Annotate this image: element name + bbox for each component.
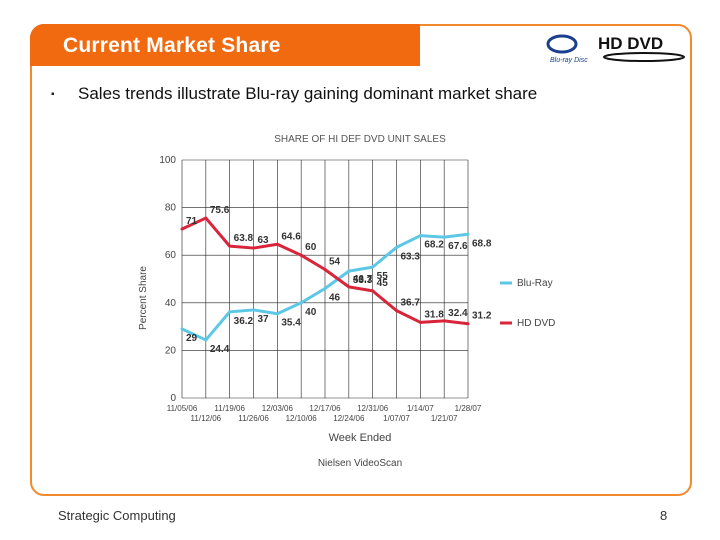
data-point [347, 269, 351, 273]
data-point [275, 312, 279, 316]
data-point [252, 308, 255, 312]
x-tick-label: 11/05/06 [167, 404, 198, 413]
data-point [204, 216, 208, 220]
data-label: 67.6 [448, 241, 468, 252]
data-label: 63.8 [234, 233, 254, 244]
data-point [323, 287, 327, 291]
data-label: 71 [186, 216, 198, 227]
y-axis-label: Percent Share [138, 266, 149, 330]
data-label: 60 [305, 242, 317, 253]
x-tick-label: 12/17/06 [309, 404, 341, 413]
legend-label: Blu-Ray [517, 278, 553, 289]
data-label: 75.6 [210, 205, 230, 216]
chart-series [180, 216, 470, 342]
data-label: 31.8 [424, 309, 444, 320]
legend-label: HD DVD [517, 318, 555, 329]
data-label: 46 [329, 293, 341, 304]
data-label: 31.2 [472, 311, 492, 322]
y-tick-label: 20 [165, 345, 177, 356]
data-label: 54 [329, 256, 341, 267]
x-tick-label: 11/26/06 [238, 414, 269, 423]
data-point [299, 301, 303, 305]
x-tick-label: 12/31/06 [357, 404, 389, 413]
x-tick-label: 12/03/06 [262, 404, 294, 413]
chart-source: Nielsen VideoScan [318, 458, 402, 469]
chart-title: SHARE OF HI DEF DVD UNIT SALES [274, 134, 446, 145]
y-tick-label: 40 [165, 298, 177, 309]
data-point [442, 319, 446, 323]
data-point [204, 338, 208, 342]
x-tick-label: 12/10/06 [286, 414, 318, 423]
data-point [252, 246, 255, 250]
data-label: 68.8 [472, 238, 492, 249]
data-point [466, 232, 470, 236]
data-point [442, 235, 446, 239]
data-point [418, 320, 422, 324]
data-label: 63 [258, 235, 270, 246]
chart-legend: Blu-Ray HD DVD [500, 278, 555, 329]
data-point [275, 242, 279, 246]
data-label: 68.2 [424, 240, 444, 251]
x-tick-label: 1/21/07 [431, 414, 458, 423]
x-tick-label: 1/28/07 [455, 404, 482, 413]
chart-grid [181, 159, 469, 399]
data-point [347, 285, 351, 289]
data-point [466, 322, 470, 326]
hddvd-logo: HD DVD [598, 34, 685, 62]
data-label: 45 [377, 278, 389, 289]
x-tick-label: 1/07/07 [383, 414, 410, 423]
x-tick-label: 11/12/06 [191, 414, 222, 423]
x-axis-label: Week Ended [329, 432, 392, 444]
y-tick-label: 80 [165, 203, 177, 214]
slide-title: Current Market Share [63, 34, 281, 57]
data-label: 37 [258, 314, 270, 325]
page-number: 8 [660, 508, 668, 523]
data-point [323, 267, 327, 271]
bullet-text: Sales trends illustrate Blu-ray gaining … [78, 84, 538, 103]
hddvd-logo-text: HD DVD [598, 34, 663, 53]
data-point [180, 327, 184, 331]
footer-label: Strategic Computing [58, 508, 176, 523]
x-tick-label: 12/24/06 [333, 414, 365, 423]
data-label: 36.7 [401, 298, 421, 309]
data-point [418, 234, 422, 238]
data-label: 63.3 [401, 251, 421, 262]
bluray-logo: Blu-ray Disc [546, 34, 588, 64]
data-label: 40 [305, 307, 317, 318]
data-label: 24.4 [210, 344, 230, 355]
data-point [228, 310, 232, 314]
title-bar [30, 24, 420, 66]
data-point [371, 289, 375, 293]
bullet-marker: ▪ [51, 89, 55, 100]
chart-axes: 0 20 40 60 80 100 11/05/0611/12/0611/19/0611/2… [159, 155, 482, 423]
data-label: 64.6 [281, 231, 301, 242]
data-label: 29 [186, 333, 198, 344]
y-tick-label: 100 [159, 155, 176, 166]
y-tick-label: 60 [165, 250, 177, 261]
data-point [395, 309, 398, 313]
bluray-hddvd-logo: Blu-ray Disc HD DVD [546, 34, 685, 64]
data-label: 53.3 [353, 275, 373, 286]
data-point [180, 227, 184, 231]
data-point [395, 245, 398, 249]
chart-data-labels: 29 24.4 36.2 37 35.4 40 46 53.3 55 63.368.2 67.6 68… [186, 205, 492, 355]
data-label: 32.4 [448, 308, 468, 319]
data-point [299, 253, 303, 257]
data-label: 35.4 [281, 318, 301, 329]
data-label: 46.7 [353, 274, 373, 285]
data-label: 55 [377, 271, 389, 282]
x-tick-label: 11/19/06 [214, 404, 245, 413]
data-label: 36.2 [234, 316, 254, 327]
data-point [228, 244, 232, 248]
bluray-logo-text: Blu-ray Disc [550, 57, 588, 64]
y-tick-label: 0 [170, 393, 176, 404]
x-tick-label: 1/14/07 [407, 404, 434, 413]
data-point [371, 265, 375, 269]
